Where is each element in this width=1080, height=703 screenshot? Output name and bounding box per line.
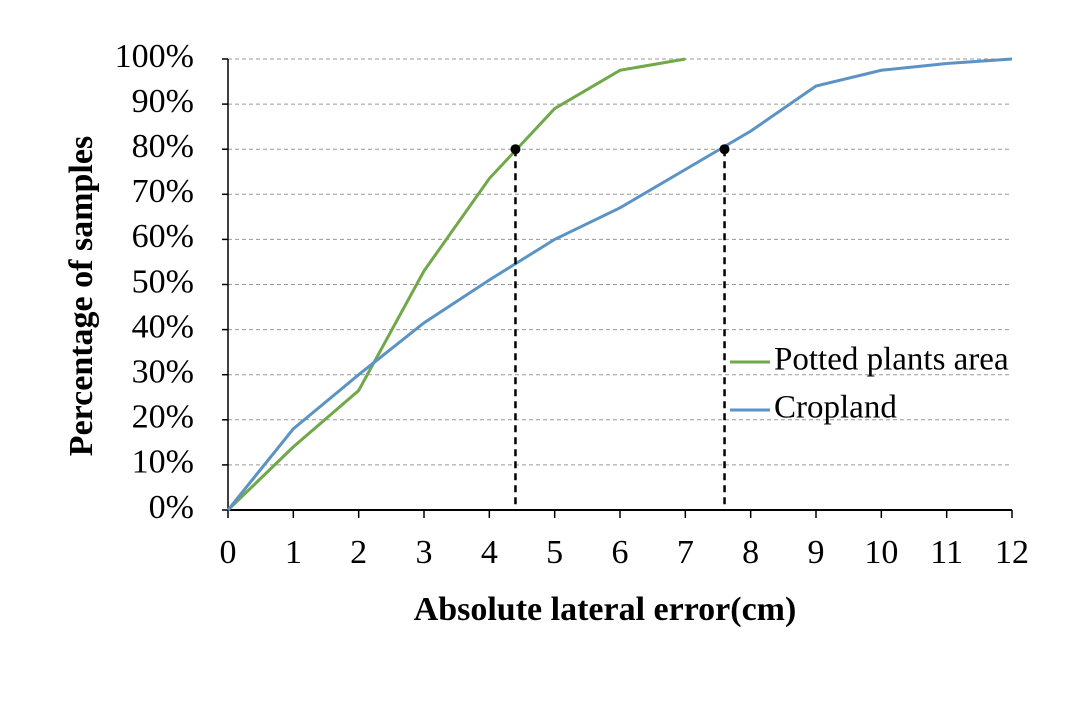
y-tick-label: 0% [149, 489, 194, 526]
y-tick-label: 50% [132, 263, 194, 300]
x-tick-label: 10 [864, 534, 898, 571]
y-tick-label: 70% [132, 173, 194, 210]
x-tick-label: 2 [350, 534, 367, 571]
x-tick-label: 5 [546, 534, 563, 571]
marker-point [719, 144, 730, 155]
y-axis-title: Percentage of samples [63, 136, 100, 456]
y-tick-label: 100% [115, 38, 194, 75]
y-tick-label: 60% [132, 218, 194, 255]
x-tick-label: 1 [285, 534, 302, 571]
legend-label: Potted plants area [774, 342, 1009, 378]
y-tick-label: 80% [132, 128, 194, 165]
series-line [226, 57, 1013, 511]
y-tick-label: 40% [132, 308, 194, 345]
y-tick-label: 10% [132, 444, 194, 481]
series-line [226, 57, 686, 512]
x-tick-label: 7 [677, 534, 694, 571]
x-tick-label: 11 [930, 534, 963, 571]
x-tick-label: 3 [416, 534, 433, 571]
y-tick-label: 90% [132, 83, 194, 120]
x-tick-label: 6 [612, 534, 629, 571]
y-tick-label: 20% [132, 399, 194, 436]
legend-label: Cropland [774, 390, 897, 426]
x-tick-label: 4 [481, 534, 498, 571]
x-tick-label: 9 [808, 534, 825, 571]
x-tick-label: 12 [995, 534, 1029, 571]
y-tick-label: 30% [132, 353, 194, 390]
x-tick-label: 8 [742, 534, 759, 571]
x-tick-label: 0 [220, 534, 237, 571]
marker-point [510, 144, 521, 155]
x-axis-title: Absolute lateral error(cm) [414, 591, 797, 628]
